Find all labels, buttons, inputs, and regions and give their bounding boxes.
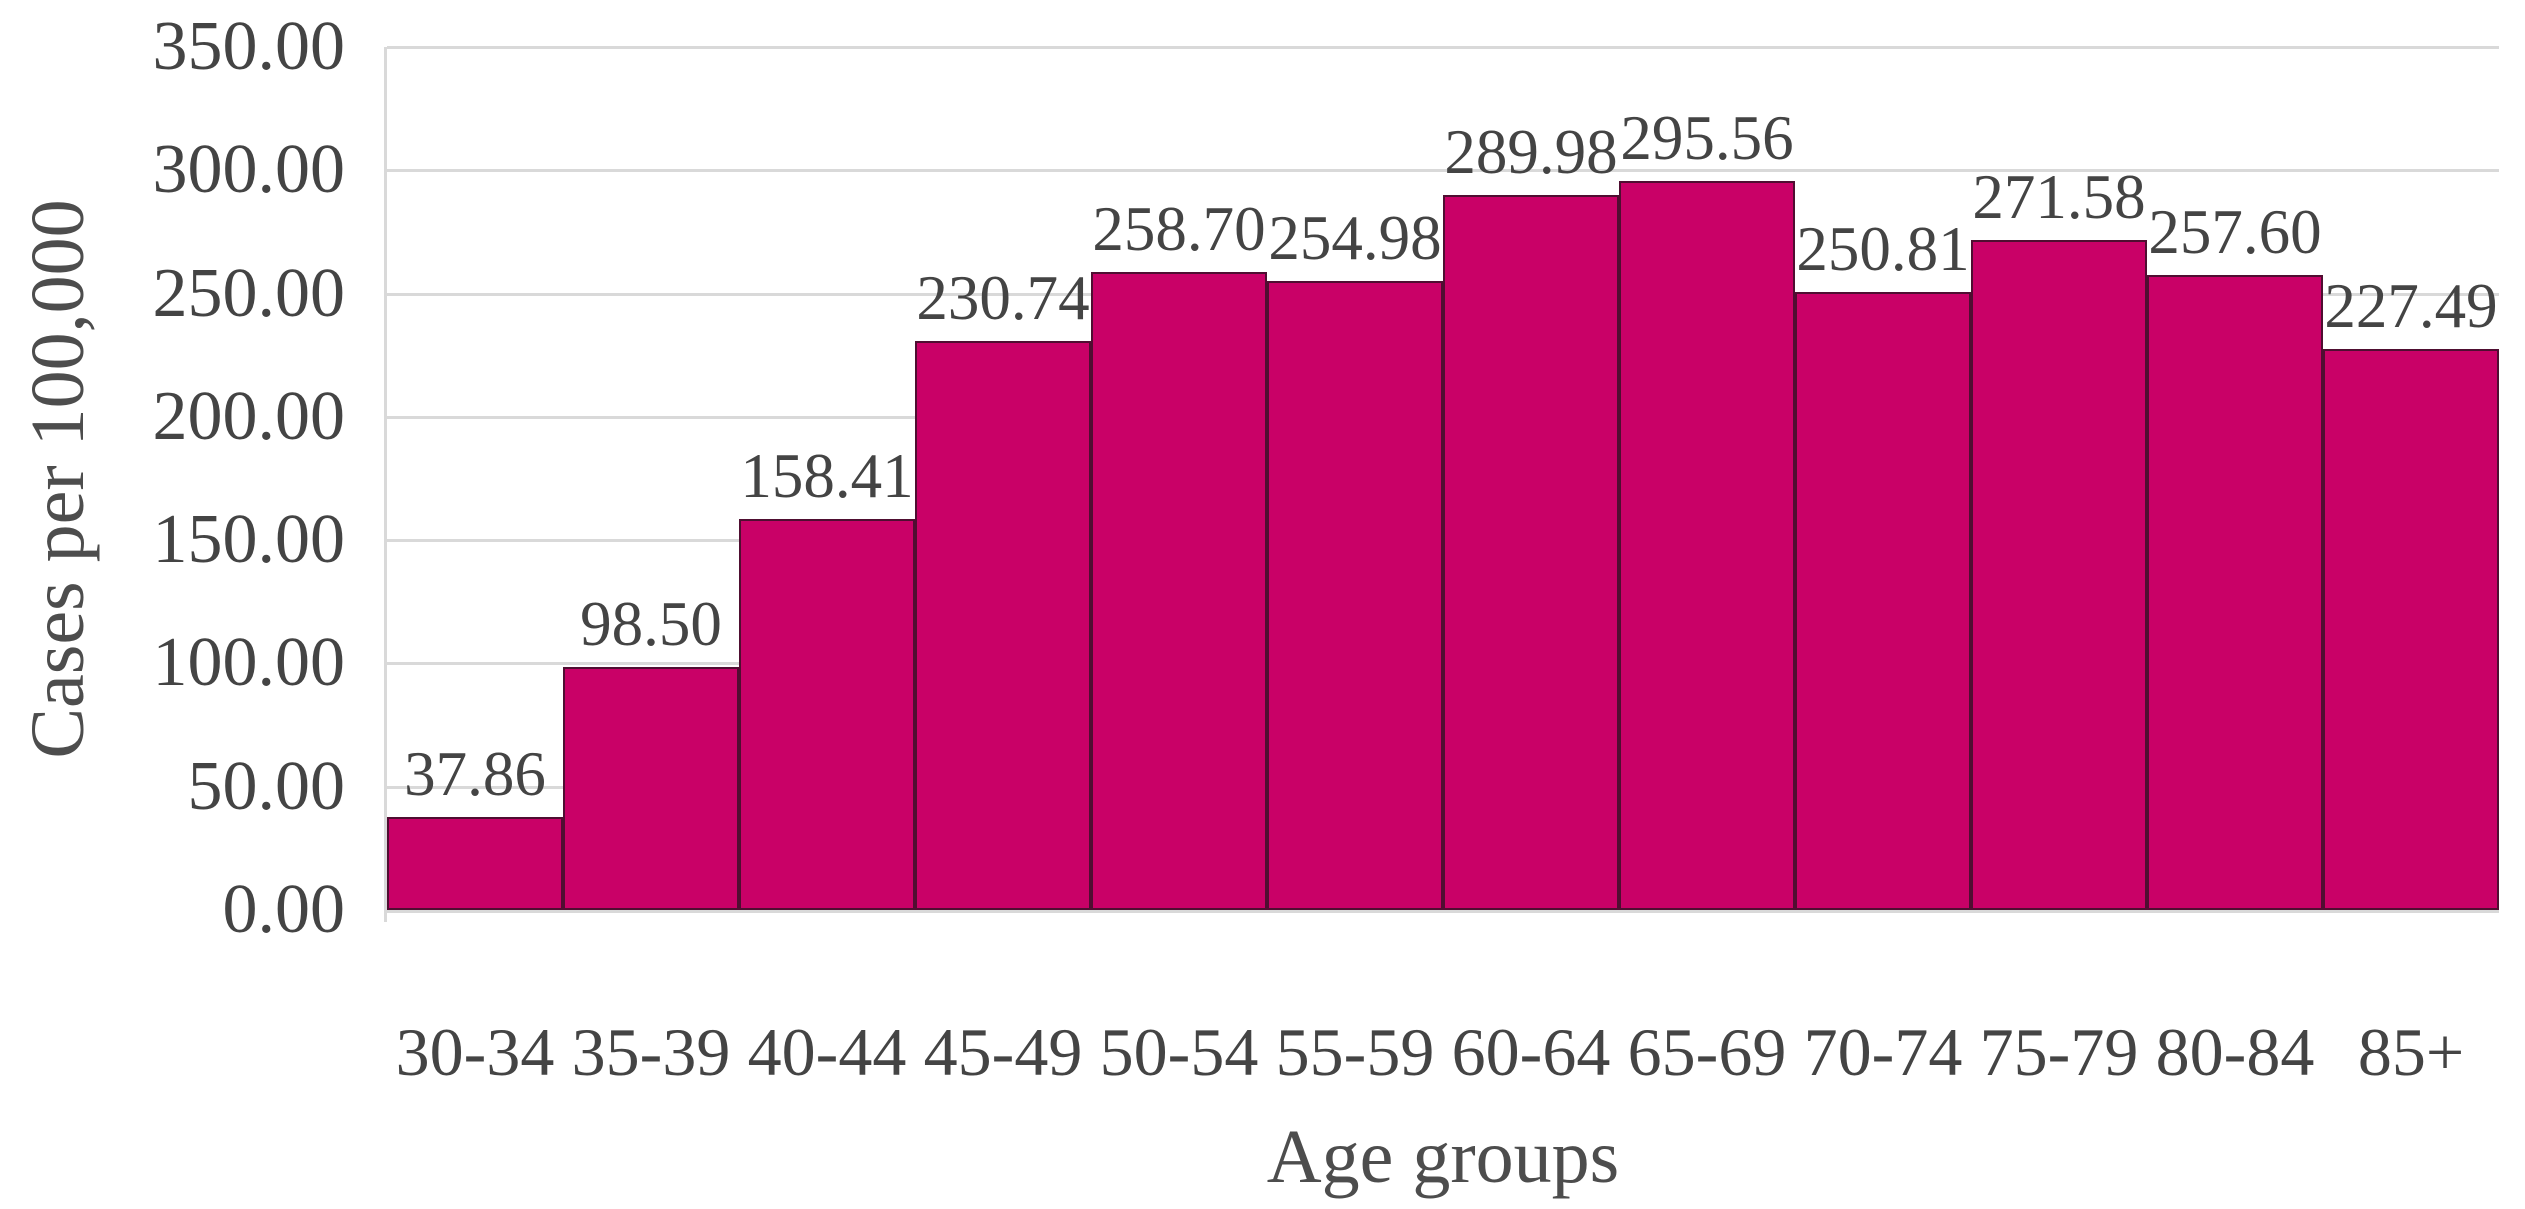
bar-75-79	[1971, 240, 2147, 910]
x-tick-70-74: 70-74	[1803, 1014, 1963, 1090]
bar-80-84	[2147, 274, 2323, 910]
x-tick-75-79: 75-79	[1979, 1014, 2139, 1090]
bar-65-69	[1619, 181, 1795, 910]
y-tick-150.00: 150.00	[152, 501, 346, 579]
data-label-75-79: 271.58	[1972, 162, 2146, 233]
y-tick-200.00: 200.00	[152, 377, 346, 455]
y-tick-100.00: 100.00	[152, 624, 346, 702]
data-label-55-59: 254.98	[1268, 203, 1442, 274]
bar-55-59	[1267, 281, 1443, 910]
bar-35-39	[563, 667, 739, 910]
x-tick-80-84: 80-84	[2155, 1014, 2315, 1090]
x-axis-title: Age groups	[1266, 1115, 1620, 1199]
x-tick-40-44: 40-44	[747, 1014, 907, 1090]
data-label-60-64: 289.98	[1444, 116, 1618, 187]
bar-85+	[2323, 349, 2499, 910]
y-tick-250.00: 250.00	[152, 254, 346, 332]
bar-50-54	[1091, 272, 1267, 910]
data-label-80-84: 257.60	[2148, 196, 2322, 267]
y-tick-50.00: 50.00	[187, 747, 346, 825]
data-label-70-74: 250.81	[1796, 213, 1970, 284]
gridline	[387, 169, 2499, 173]
bar-40-44	[739, 519, 915, 910]
data-label-40-44: 158.41	[740, 441, 914, 512]
gridline	[387, 46, 2499, 49]
data-label-35-39: 98.50	[580, 589, 722, 660]
data-label-50-54: 258.70	[1092, 194, 1266, 265]
x-tick-30-34: 30-34	[395, 1014, 555, 1090]
x-tick-65-69: 65-69	[1627, 1014, 1787, 1090]
data-label-45-49: 230.74	[916, 263, 1090, 334]
y-tick-0.00: 0.00	[222, 871, 346, 948]
x-tick-55-59: 55-59	[1275, 1014, 1435, 1090]
x-tick-85+: 85+	[2357, 1014, 2465, 1090]
data-label-85+: 227.49	[2324, 271, 2498, 342]
y-tick-300.00: 300.00	[152, 131, 346, 209]
x-axis-line	[387, 909, 2499, 913]
x-tick-35-39: 35-39	[571, 1014, 731, 1090]
x-tick-60-64: 60-64	[1451, 1014, 1611, 1090]
bar-30-34	[387, 816, 563, 910]
data-label-65-69: 295.56	[1620, 103, 1794, 174]
bar-45-49	[915, 341, 1091, 910]
x-tick-50-54: 50-54	[1099, 1014, 1259, 1090]
y-axis-line	[384, 47, 387, 922]
y-tick-350.00: 350.00	[152, 8, 346, 85]
bar-60-64	[1443, 194, 1619, 910]
data-label-30-34: 37.86	[404, 738, 546, 809]
bar-70-74	[1795, 291, 1971, 910]
x-tick-45-49: 45-49	[923, 1014, 1083, 1090]
